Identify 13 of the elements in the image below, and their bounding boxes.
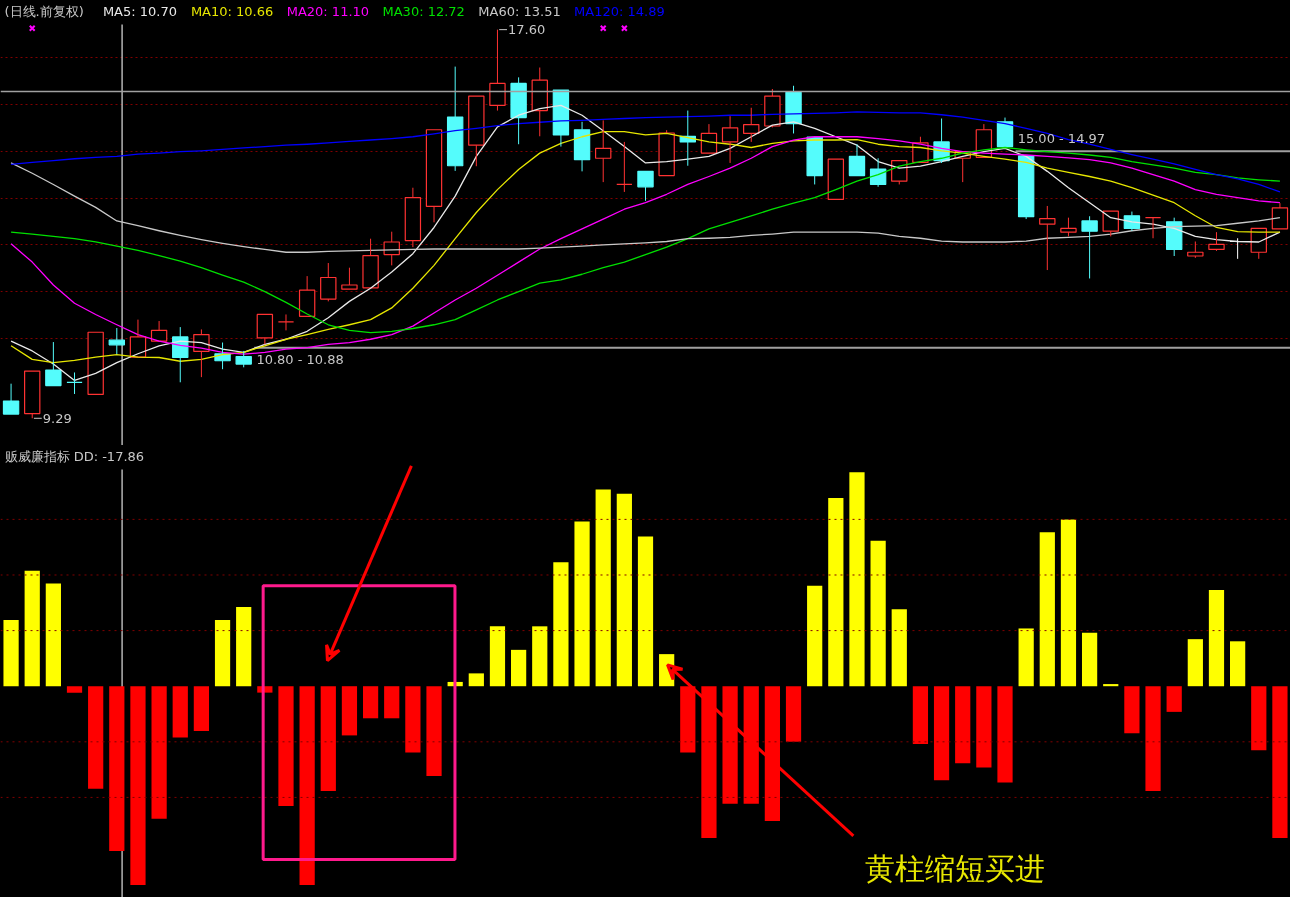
- chart-title: (日线.前复权): [4, 3, 84, 19]
- chart-title: 贩威廉指标 DD: -17.86: [4, 448, 145, 464]
- text: MA30: 12.72: [382, 3, 465, 19]
- text: MA60: 13.51: [478, 3, 561, 19]
- annotation: 黄柱缩短买进: [864, 850, 1045, 886]
- annotation: 9.29: [42, 410, 72, 426]
- text: MA120: 14.89: [574, 3, 665, 19]
- ref-line-label: 10.80 - 10.88: [256, 351, 344, 367]
- text: MA10: 10.66: [190, 3, 274, 19]
- annotation: 17.60: [508, 22, 546, 38]
- text: MA5: 10.70: [102, 3, 178, 19]
- text: MA20: 11.10: [286, 3, 370, 19]
- ref-line-label: 15.00 - 14.97: [1017, 131, 1106, 147]
